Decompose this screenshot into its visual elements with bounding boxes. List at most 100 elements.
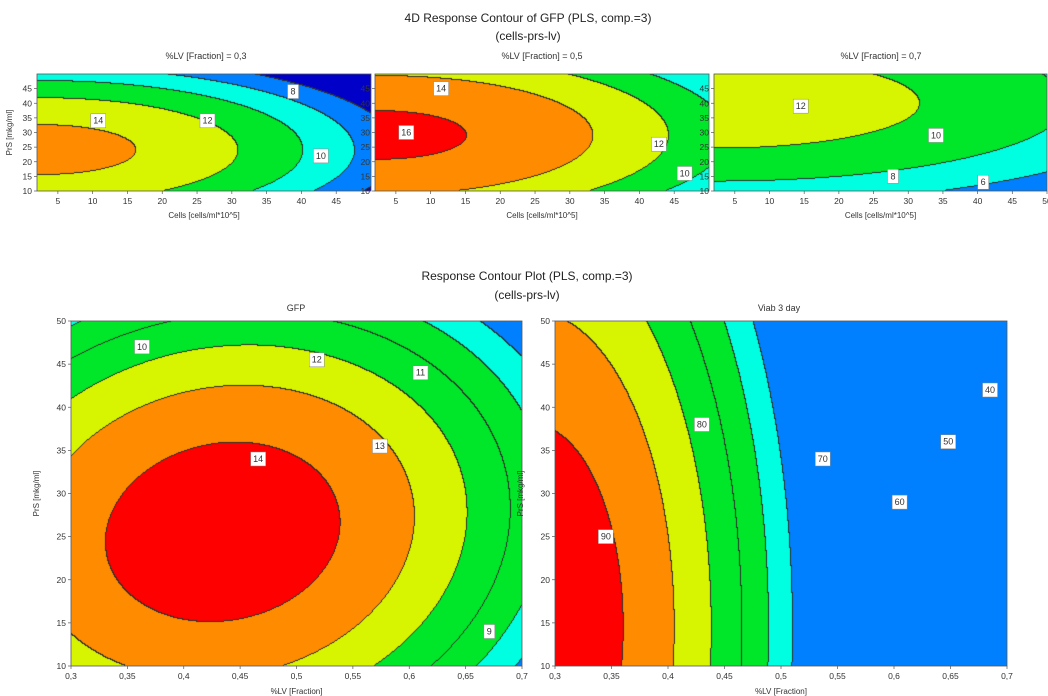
contour-label-box xyxy=(651,136,667,152)
top-figure-subtitle: (cells-prs-lv) xyxy=(495,29,560,43)
y-tick-label: 30 xyxy=(541,489,551,499)
x-tick-label: 25 xyxy=(192,196,202,206)
x-tick-label: 40 xyxy=(297,196,307,206)
contour-level-label: 10 xyxy=(680,168,690,178)
x-tick-label: 10 xyxy=(426,196,436,206)
contour-level-label: 8 xyxy=(291,86,296,96)
contour-label-box xyxy=(398,125,415,140)
contour-level-label: 13 xyxy=(375,441,385,451)
contour-label-box xyxy=(598,529,614,544)
x-tick-label: 0,5 xyxy=(291,671,303,681)
contour-label-box xyxy=(313,148,329,164)
contour-label-box xyxy=(887,169,899,184)
y-tick-label: 25 xyxy=(57,532,67,542)
x-tick-label: 0,7 xyxy=(1001,671,1013,681)
x-tick-label: 10 xyxy=(765,196,775,206)
contour-label-box xyxy=(412,365,429,380)
x-tick-label: 35 xyxy=(262,196,272,206)
contour-level-label: 12 xyxy=(654,139,664,149)
contour-fill xyxy=(714,74,1047,191)
x-tick-label: 35 xyxy=(938,196,948,206)
contour-label-box xyxy=(90,113,106,129)
contour-fill xyxy=(71,321,522,666)
y-tick-label: 30 xyxy=(57,489,67,499)
contour-label-box xyxy=(977,174,989,190)
x-tick-label: 0,55 xyxy=(829,671,846,681)
contour-label-box xyxy=(372,438,388,454)
y-tick-label: 35 xyxy=(23,113,33,123)
y-axis-label: PrS [mkg/ml] xyxy=(516,471,525,517)
y-tick-label: 25 xyxy=(541,532,551,542)
contour-label-box xyxy=(134,339,150,355)
x-tick-label: 15 xyxy=(799,196,809,206)
contour-level-label: 14 xyxy=(253,454,263,464)
x-tick-label: 0,3 xyxy=(549,671,561,681)
y-tick-label: 30 xyxy=(23,128,33,138)
panel-title: Viab 3 day xyxy=(758,303,801,313)
contour-level-label: 40 xyxy=(985,385,995,395)
contour-level-label: 50 xyxy=(943,437,953,447)
contour-label-box xyxy=(309,352,325,368)
x-tick-label: 30 xyxy=(227,196,237,206)
y-tick-label: 50 xyxy=(541,316,551,326)
contour-label-box xyxy=(694,417,710,432)
contour-level-label: 6 xyxy=(981,177,986,187)
contour-label-box xyxy=(433,81,449,96)
contour-level-label: 16 xyxy=(401,127,411,137)
y-tick-label: 45 xyxy=(23,84,33,94)
top-figure-title: 4D Response Contour of GFP (PLS, comp.=3… xyxy=(405,11,652,25)
x-tick-label: 20 xyxy=(834,196,844,206)
y-axis-label: PrS [mkg/ml] xyxy=(32,471,41,517)
x-tick-label: 5 xyxy=(394,196,399,206)
x-tick-label: 0,45 xyxy=(716,671,733,681)
x-tick-label: 35 xyxy=(600,196,610,206)
x-tick-label: 20 xyxy=(158,196,168,206)
contour-label-box xyxy=(792,98,809,114)
y-tick-label: 20 xyxy=(23,157,33,167)
y-tick-label: 35 xyxy=(57,445,67,455)
y-tick-label: 15 xyxy=(57,618,67,628)
x-tick-label: 0,65 xyxy=(942,671,959,681)
y-tick-label: 20 xyxy=(57,575,67,585)
x-axis-label: Cells [cells/ml*10^5] xyxy=(506,211,577,220)
x-tick-label: 0,6 xyxy=(888,671,900,681)
y-tick-label: 35 xyxy=(361,113,371,123)
y-tick-label: 40 xyxy=(541,402,551,412)
contour-label-box xyxy=(982,382,998,398)
x-tick-label: 0,45 xyxy=(232,671,249,681)
y-tick-label: 10 xyxy=(23,186,33,196)
y-tick-label: 10 xyxy=(541,661,551,671)
contour-level-label: 12 xyxy=(796,101,806,111)
y-tick-label: 45 xyxy=(541,359,551,369)
x-tick-label: 30 xyxy=(565,196,575,206)
contour-level-label: 9 xyxy=(487,626,492,636)
y-tick-label: 30 xyxy=(361,128,371,138)
x-tick-label: 45 xyxy=(1008,196,1018,206)
contour-level-label: 14 xyxy=(436,84,446,94)
y-tick-label: 35 xyxy=(541,445,551,455)
x-tick-label: 0,35 xyxy=(603,671,620,681)
contour-label-box xyxy=(891,494,908,510)
y-tick-label: 35 xyxy=(700,113,710,123)
x-tick-label: 0,5 xyxy=(775,671,787,681)
y-tick-label: 15 xyxy=(23,171,33,181)
x-tick-label: 0,35 xyxy=(119,671,136,681)
contour-level-label: 80 xyxy=(697,419,707,429)
x-tick-label: 45 xyxy=(669,196,679,206)
x-tick-label: 0,3 xyxy=(65,671,77,681)
contour-level-label: 10 xyxy=(316,151,326,161)
y-tick-label: 25 xyxy=(361,142,371,152)
contour-label-box xyxy=(676,166,693,181)
panel-title: %LV [Fraction] = 0,7 xyxy=(840,51,921,61)
contour-level-label: 14 xyxy=(93,116,103,126)
contour-label-box xyxy=(940,434,956,449)
contour-panel-5: Viab 3 day 0,3 0,35 0,4 0,45 0,5 0,55 0,6 0,65 0,… xyxy=(516,303,1013,696)
x-tick-label: 30 xyxy=(904,196,914,206)
panel-title: %LV [Fraction] = 0,5 xyxy=(501,51,582,61)
contour-level-label: 90 xyxy=(601,532,611,542)
y-tick-label: 10 xyxy=(361,186,371,196)
x-tick-label: 0,65 xyxy=(457,671,474,681)
y-tick-label: 45 xyxy=(700,84,710,94)
contour-panel-1: %LV [Fraction] = 0,3 5 10 15 20 25 30 35 40 45 10 1… xyxy=(5,51,372,220)
x-tick-label: 40 xyxy=(973,196,983,206)
